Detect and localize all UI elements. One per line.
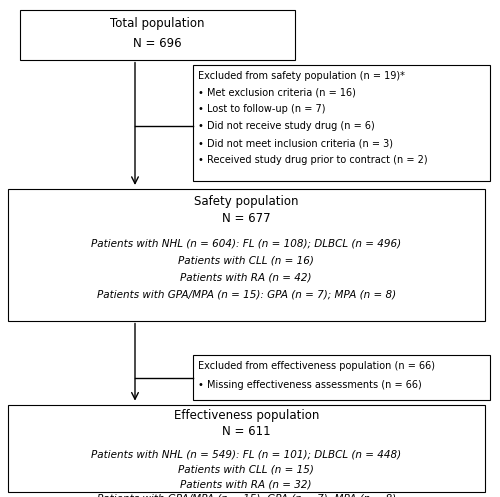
Text: N = 677: N = 677 bbox=[222, 212, 270, 225]
FancyBboxPatch shape bbox=[20, 10, 295, 60]
Text: Patients with CLL (n = 16): Patients with CLL (n = 16) bbox=[178, 255, 314, 265]
Text: Patients with RA (n = 42): Patients with RA (n = 42) bbox=[180, 272, 312, 282]
Text: Excluded from safety population (n = 19)*: Excluded from safety population (n = 19)… bbox=[198, 71, 406, 81]
Text: Safety population: Safety population bbox=[194, 195, 298, 208]
FancyBboxPatch shape bbox=[192, 355, 490, 400]
Text: Patients with CLL (n = 15): Patients with CLL (n = 15) bbox=[178, 464, 314, 474]
Text: N = 696: N = 696 bbox=[133, 37, 182, 50]
Text: Patients with GPA/MPA (n = 15): GPA (n = 7); MPA (n = 8): Patients with GPA/MPA (n = 15): GPA (n =… bbox=[96, 494, 396, 497]
Text: • Met exclusion criteria (n = 16): • Met exclusion criteria (n = 16) bbox=[198, 87, 356, 97]
FancyBboxPatch shape bbox=[192, 65, 490, 181]
Text: Patients with GPA/MPA (n = 15): GPA (n = 7); MPA (n = 8): Patients with GPA/MPA (n = 15): GPA (n =… bbox=[96, 289, 396, 299]
Text: • Did not meet inclusion criteria (n = 3): • Did not meet inclusion criteria (n = 3… bbox=[198, 138, 394, 148]
FancyBboxPatch shape bbox=[8, 189, 485, 321]
Text: Patients with NHL (n = 549): FL (n = 101); DLBCL (n = 448): Patients with NHL (n = 549): FL (n = 101… bbox=[91, 449, 402, 459]
Text: • Lost to follow-up (n = 7): • Lost to follow-up (n = 7) bbox=[198, 104, 326, 114]
Text: Patients with RA (n = 32): Patients with RA (n = 32) bbox=[180, 479, 312, 489]
Text: • Received study drug prior to contract (n = 2): • Received study drug prior to contract … bbox=[198, 155, 428, 165]
Text: N = 611: N = 611 bbox=[222, 425, 270, 438]
Text: Effectiveness population: Effectiveness population bbox=[174, 410, 319, 422]
Text: • Missing effectiveness assessments (n = 66): • Missing effectiveness assessments (n =… bbox=[198, 380, 422, 390]
Text: • Did not receive study drug (n = 6): • Did not receive study drug (n = 6) bbox=[198, 121, 375, 131]
FancyBboxPatch shape bbox=[8, 405, 485, 492]
Text: Total population: Total population bbox=[110, 17, 205, 30]
Text: Excluded from effectiveness population (n = 66): Excluded from effectiveness population (… bbox=[198, 361, 436, 371]
Text: Patients with NHL (n = 604): FL (n = 108); DLBCL (n = 496): Patients with NHL (n = 604): FL (n = 108… bbox=[91, 239, 402, 248]
